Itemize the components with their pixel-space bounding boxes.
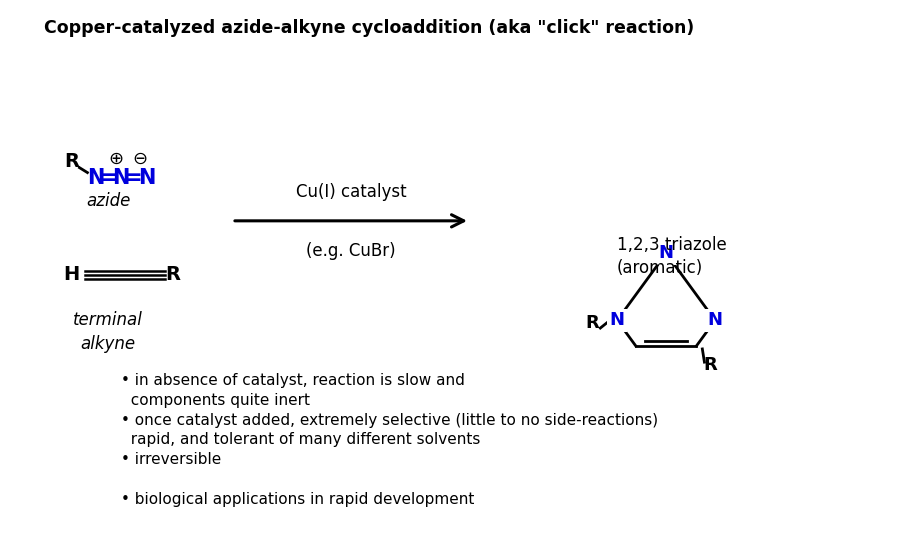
Text: (e.g. CuBr): (e.g. CuBr): [307, 243, 396, 261]
Text: R: R: [165, 266, 180, 284]
Text: • irreversible: • irreversible: [121, 452, 221, 468]
Text: • in absence of catalyst, reaction is slow and
  components quite inert: • in absence of catalyst, reaction is sl…: [121, 373, 465, 408]
Text: Copper-catalyzed azide-alkyne cycloaddition (aka "click" reaction): Copper-catalyzed azide-alkyne cycloaddit…: [44, 19, 694, 37]
Text: N: N: [658, 244, 674, 262]
Text: R: R: [586, 314, 599, 332]
Text: =: =: [125, 168, 143, 189]
Text: 1,2,3 triazole
(aromatic): 1,2,3 triazole (aromatic): [617, 235, 726, 277]
Text: azide: azide: [86, 192, 130, 210]
Text: Cu(I) catalyst: Cu(I) catalyst: [296, 183, 407, 201]
Text: N: N: [139, 168, 155, 189]
Text: N: N: [112, 168, 129, 189]
Text: • biological applications in rapid development: • biological applications in rapid devel…: [121, 492, 475, 507]
Text: N: N: [610, 311, 624, 329]
Text: ⊕: ⊕: [108, 150, 124, 168]
Text: terminal
alkyne: terminal alkyne: [73, 311, 143, 353]
Text: H: H: [63, 266, 80, 284]
Text: N: N: [708, 311, 722, 329]
Text: N: N: [86, 168, 104, 189]
Text: ⊖: ⊖: [132, 150, 148, 168]
Text: R: R: [64, 152, 79, 171]
Text: =: =: [99, 168, 117, 189]
Text: R: R: [703, 356, 717, 374]
Text: • once catalyst added, extremely selective (little to no side-reactions)
  rapid: • once catalyst added, extremely selecti…: [121, 413, 658, 447]
